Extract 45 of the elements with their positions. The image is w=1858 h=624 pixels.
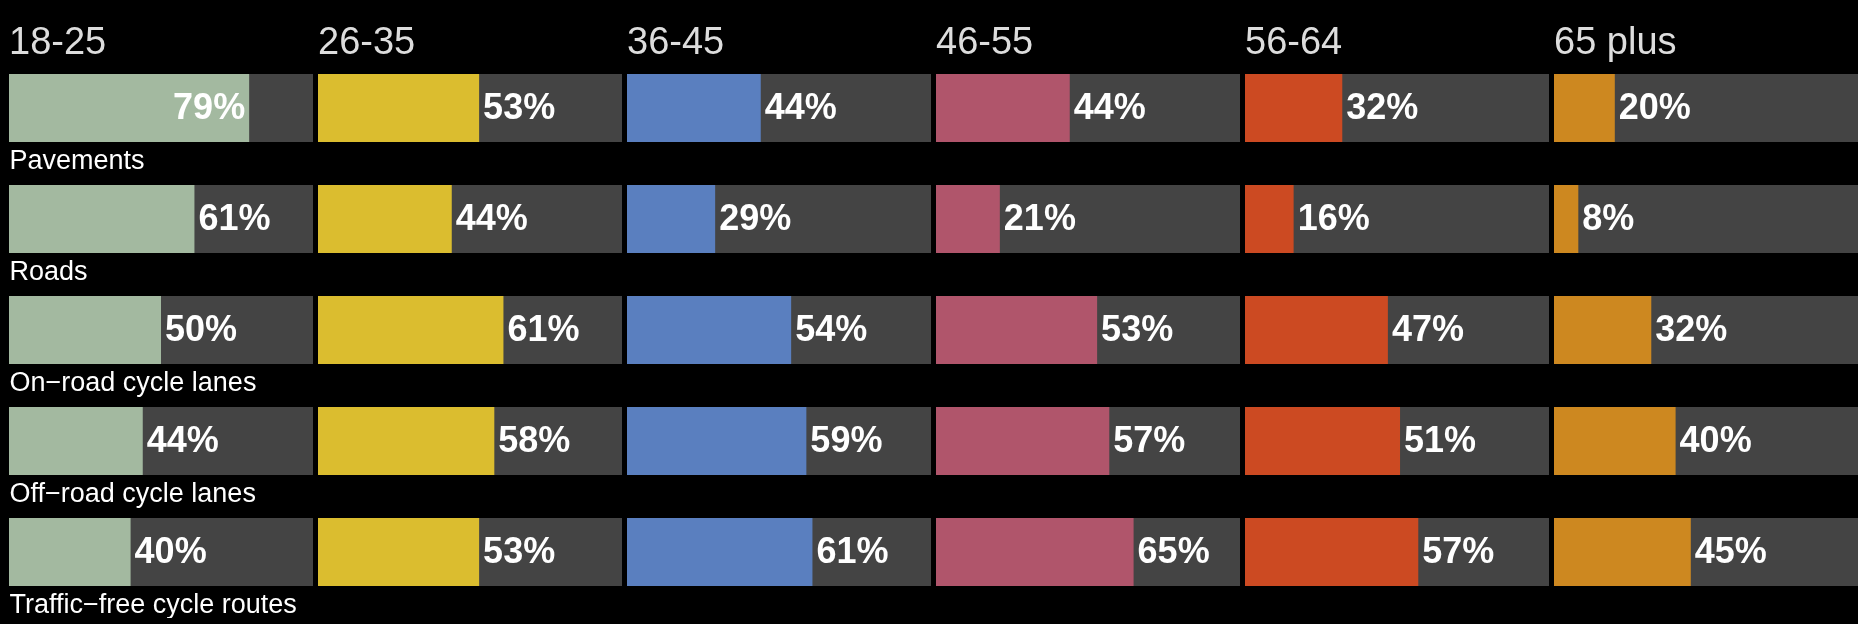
data-label: 53% <box>483 86 556 128</box>
data-label: 61% <box>816 529 889 571</box>
data-label: 44% <box>764 86 837 128</box>
data-label: 44% <box>1073 86 1146 128</box>
bar <box>1554 184 1579 254</box>
y-tick-label: Roads <box>9 256 88 287</box>
bar <box>1245 184 1294 254</box>
chart-title: 36-45 <box>627 20 725 62</box>
data-label: 45% <box>1694 529 1767 571</box>
data-label: 59% <box>810 418 883 460</box>
data-label: 40% <box>134 529 207 571</box>
data-label: 44% <box>146 418 219 460</box>
data-label: 58% <box>498 418 571 460</box>
chart-title: 46-55 <box>936 20 1034 62</box>
y-tick-label: Traffic−free cycle routes <box>9 588 297 619</box>
data-label: 21% <box>1003 197 1076 239</box>
data-label: 54% <box>795 308 868 349</box>
data-label: 40% <box>1679 418 1752 460</box>
text: 65 plus <box>1554 20 1677 62</box>
data-label: 79% <box>173 86 246 128</box>
data-label: 61% <box>198 197 271 239</box>
y-tick-label: On−road cycle lanes <box>9 367 257 397</box>
data-label: 29% <box>719 197 792 239</box>
data-label: 32% <box>1346 86 1419 128</box>
data-label: 61% <box>507 308 580 349</box>
data-label: 20% <box>1618 86 1691 128</box>
chart-title: 56-64 <box>1245 20 1343 62</box>
data-label: 16% <box>1297 197 1370 239</box>
data-label: 65% <box>1137 529 1210 571</box>
data-label: 57% <box>1422 529 1495 571</box>
y-tick-label: Off−road cycle lanes <box>9 477 256 508</box>
data-label: 53% <box>483 529 556 571</box>
data-label: 44% <box>455 197 528 239</box>
chart-title: 18-25 <box>9 20 107 62</box>
data-label: 47% <box>1391 308 1464 349</box>
bar <box>1554 74 1615 143</box>
data-label: 53% <box>1101 308 1174 349</box>
data-label: 51% <box>1404 418 1477 460</box>
data-label: 57% <box>1113 418 1186 460</box>
data-label: 8% <box>1582 197 1635 239</box>
bar <box>936 184 1000 254</box>
data-label: 32% <box>1655 308 1728 349</box>
y-tick-label: Pavements <box>9 145 145 176</box>
data-label: 50% <box>165 308 238 349</box>
chart-title: 26-35 <box>318 20 416 62</box>
